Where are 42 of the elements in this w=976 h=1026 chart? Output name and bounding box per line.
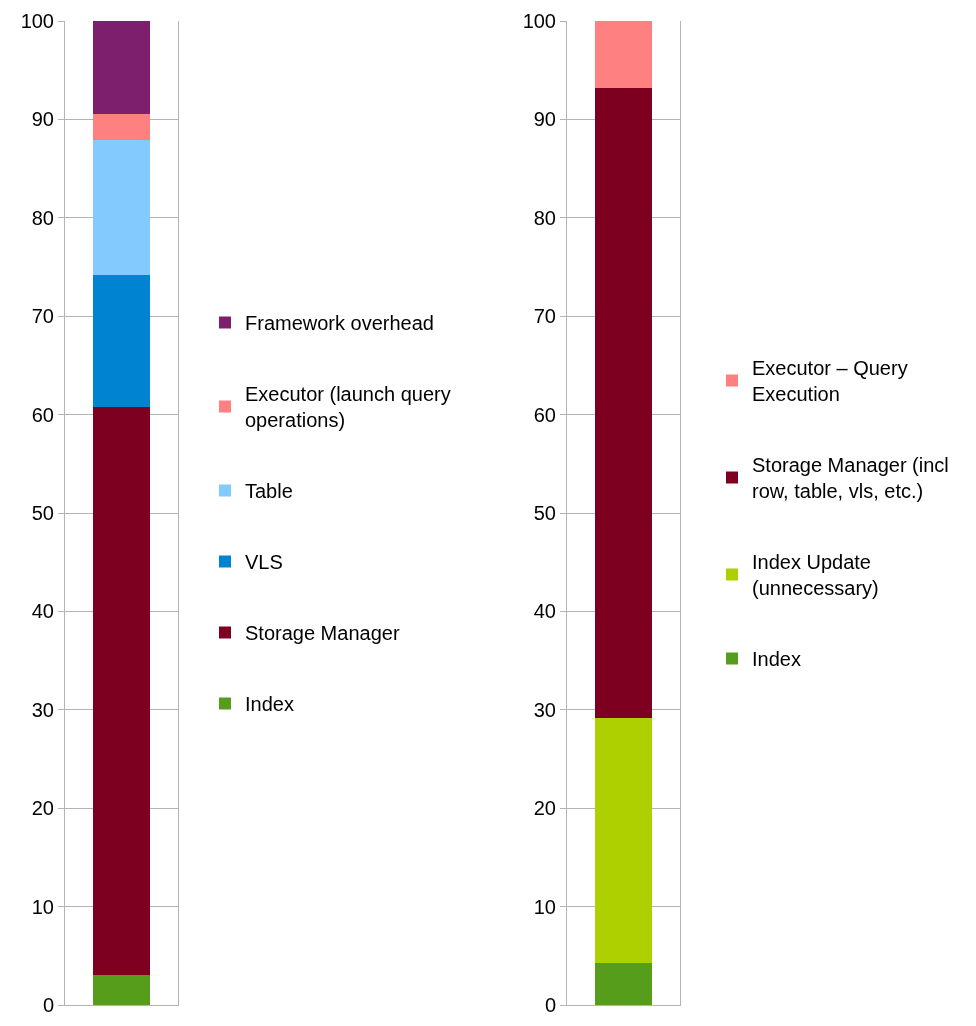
bar: [93, 21, 150, 114]
y-tick-label: 10: [533, 895, 556, 918]
y-tick-label: 50: [533, 502, 556, 524]
y-tick-label: 20: [31, 797, 54, 820]
legend-label: Storage Manager: [245, 622, 400, 645]
y-tick-label: 100: [522, 10, 556, 32]
legend-label: Index: [245, 693, 294, 716]
y-tick-label: 0: [42, 994, 54, 1016]
y-tick-label: 30: [31, 698, 54, 721]
bar: [93, 975, 150, 1005]
legend-label: Index: [752, 648, 801, 671]
y-tick-label: 90: [31, 108, 54, 131]
legend-label: Storage Manager (incl row, table, vls, etc.): [752, 454, 949, 503]
y-tick-label: 40: [533, 600, 556, 623]
bar: [595, 21, 652, 88]
bar: [93, 406, 150, 976]
y-tick-label: 70: [31, 305, 54, 328]
y-tick-label: 70: [533, 305, 556, 328]
bar: [93, 113, 150, 141]
y-tick-label: 60: [533, 403, 556, 426]
y-tick-label: 90: [533, 108, 556, 131]
y-tick-label: 20: [533, 797, 556, 820]
legend-label: VLS: [245, 551, 283, 574]
y-tick-label: 0: [544, 994, 556, 1016]
y-tick-label: 40: [31, 600, 54, 623]
y-tick-label: 100: [20, 10, 54, 32]
y-tick-label: 80: [533, 206, 556, 229]
bar: [595, 87, 652, 718]
y-tick-label: 80: [31, 206, 54, 229]
legend-label: Framework overhead: [245, 312, 434, 335]
y-tick-label: 50: [31, 502, 54, 524]
y-tick-label: 30: [533, 698, 556, 721]
bar: [595, 962, 652, 1005]
legend-label: Executor (launch query operations): [245, 383, 451, 432]
y-tick-label: 10: [31, 895, 54, 918]
bar: [93, 140, 150, 275]
legend-label: Table: [245, 480, 293, 503]
bar: [93, 274, 150, 407]
bar: [595, 717, 652, 963]
legend-label: Executor – Query Execution: [752, 357, 908, 406]
legend-label: Index Update (unnecessary): [752, 551, 879, 600]
y-tick-label: 60: [31, 403, 54, 426]
